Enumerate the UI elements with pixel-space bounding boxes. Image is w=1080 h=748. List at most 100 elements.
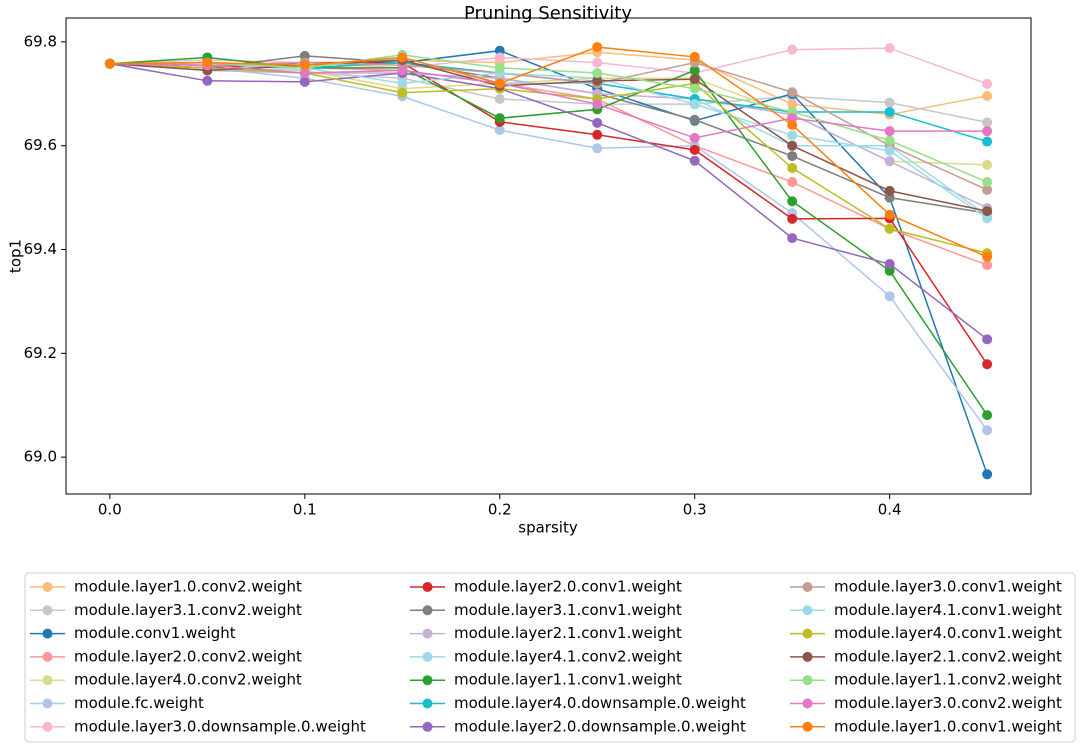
legend-label: module.layer4.0.conv1.weight — [834, 624, 1062, 642]
data-point — [982, 177, 993, 188]
data-point — [299, 68, 310, 79]
x-tick-label: 0.4 — [878, 501, 902, 519]
legend-label: module.layer3.0.conv2.weight — [834, 694, 1062, 712]
data-point — [397, 87, 408, 98]
data-point — [884, 223, 895, 234]
legend-label: module.layer2.0.conv1.weight — [454, 578, 682, 596]
data-point — [494, 113, 505, 124]
series-line — [109, 62, 988, 139]
legend-label: module.layer1.1.conv1.weight — [454, 671, 682, 689]
legend-marker — [42, 628, 53, 639]
data-point — [592, 143, 603, 154]
data-point — [299, 76, 310, 87]
data-point — [787, 119, 798, 130]
data-point — [689, 132, 700, 143]
data-point — [884, 97, 895, 108]
data-point — [787, 213, 798, 224]
data-point — [982, 213, 993, 224]
legend-marker — [422, 605, 433, 616]
data-point — [689, 65, 700, 76]
legend-marker — [42, 651, 53, 662]
series-line — [109, 62, 988, 254]
data-point — [982, 117, 993, 128]
series-line — [109, 55, 988, 214]
data-point — [689, 83, 700, 94]
data-point — [592, 68, 603, 79]
legend-marker — [42, 582, 53, 592]
data-point — [787, 151, 798, 162]
data-point — [982, 136, 993, 147]
x-tick-label: 0.2 — [488, 501, 512, 519]
series-line — [109, 62, 988, 340]
legend-label: module.layer2.1.conv1.weight — [454, 624, 682, 642]
data-point — [982, 334, 993, 345]
data-point — [104, 58, 115, 69]
data-point — [202, 75, 213, 86]
legend-label: module.layer1.1.conv2.weight — [834, 671, 1062, 689]
data-point — [787, 163, 798, 174]
plot-frame — [65, 17, 1032, 495]
data-point — [982, 78, 993, 89]
data-point — [982, 251, 993, 262]
data-point — [982, 260, 993, 271]
data-point — [202, 57, 213, 68]
legend-marker — [802, 628, 813, 639]
legend-marker — [802, 698, 813, 709]
data-point — [982, 184, 993, 195]
data-point — [592, 57, 603, 68]
data-point — [494, 125, 505, 136]
legend-label: module.layer3.0.conv1.weight — [834, 578, 1062, 596]
data-point — [689, 99, 700, 110]
data-point — [689, 155, 700, 166]
data-point — [689, 51, 700, 62]
data-point — [884, 135, 895, 146]
legend-label: module.layer2.1.conv2.weight — [834, 647, 1062, 665]
data-point — [689, 74, 700, 85]
legend-label: module.fc.weight — [74, 694, 204, 712]
legend-label: module.layer3.0.downsample.0.weight — [74, 717, 366, 735]
data-point — [787, 233, 798, 244]
data-point — [884, 259, 895, 270]
legend-marker — [42, 698, 53, 709]
data-point — [884, 126, 895, 137]
series-line — [109, 59, 988, 212]
legend-marker — [42, 605, 53, 616]
series-line — [109, 56, 988, 416]
data-point — [787, 196, 798, 207]
legend-marker — [422, 628, 433, 639]
series-line — [109, 46, 988, 258]
legend-label: module.layer4.1.conv1.weight — [834, 601, 1062, 619]
data-point — [787, 140, 798, 151]
data-point — [982, 359, 993, 370]
legend-marker — [422, 721, 433, 732]
legend-label: module.layer3.1.conv2.weight — [74, 601, 302, 619]
legend-marker — [802, 675, 813, 686]
data-point — [884, 106, 895, 117]
legend-label: module.layer2.0.conv2.weight — [74, 647, 302, 665]
data-point — [299, 60, 310, 71]
data-point — [884, 156, 895, 167]
data-point — [689, 114, 700, 125]
data-point — [982, 410, 993, 421]
data-point — [884, 291, 895, 302]
data-point — [494, 52, 505, 63]
legend-marker — [422, 675, 433, 686]
series-line — [109, 62, 988, 209]
x-tick-label: 0.3 — [683, 501, 707, 519]
legend-label: module.layer1.0.conv2.weight — [74, 578, 302, 596]
legend-marker — [42, 721, 53, 732]
series-line — [109, 54, 988, 183]
y-tick-label: 69.6 — [24, 136, 57, 154]
legend-marker — [802, 605, 813, 616]
x-tick-label: 0.1 — [293, 501, 317, 519]
legend-marker — [422, 698, 433, 709]
data-point — [884, 185, 895, 196]
data-point — [982, 469, 993, 480]
data-point — [592, 42, 603, 53]
data-point — [787, 99, 798, 110]
y-axis-label: top1 — [7, 239, 25, 273]
data-point — [494, 93, 505, 104]
data-point — [397, 52, 408, 63]
data-point — [787, 87, 798, 98]
